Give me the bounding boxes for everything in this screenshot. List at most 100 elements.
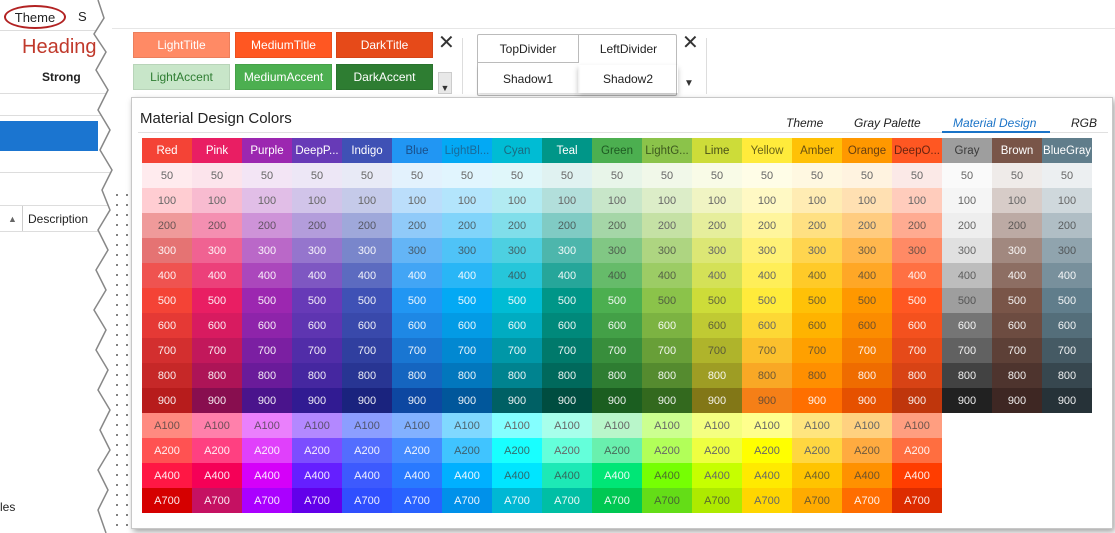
color-swatch[interactable]: 300 — [242, 238, 292, 263]
top-divider-item[interactable]: TopDivider — [478, 35, 578, 63]
color-swatch[interactable]: A700 — [842, 488, 892, 513]
color-header[interactable]: Yellow — [742, 138, 792, 163]
color-swatch[interactable]: 900 — [392, 388, 442, 413]
color-swatch[interactable]: 200 — [792, 213, 842, 238]
color-swatch[interactable]: 300 — [492, 238, 542, 263]
tab-theme[interactable]: Theme — [4, 5, 66, 29]
color-swatch[interactable]: 900 — [292, 388, 342, 413]
color-swatch[interactable]: 700 — [1042, 338, 1092, 363]
color-swatch[interactable]: 200 — [992, 213, 1042, 238]
color-swatch[interactable]: 700 — [992, 338, 1042, 363]
color-swatch[interactable]: 200 — [842, 213, 892, 238]
color-swatch[interactable]: 500 — [342, 288, 392, 313]
color-swatch[interactable]: 200 — [142, 213, 192, 238]
color-swatch[interactable]: A100 — [392, 413, 442, 438]
color-swatch[interactable]: 700 — [792, 338, 842, 363]
color-swatch[interactable]: 700 — [692, 338, 742, 363]
color-swatch[interactable]: A100 — [842, 413, 892, 438]
color-swatch[interactable]: 900 — [1042, 388, 1092, 413]
color-swatch[interactable]: A100 — [892, 413, 942, 438]
color-swatch[interactable]: 100 — [892, 188, 942, 213]
color-header[interactable]: Teal — [542, 138, 592, 163]
color-swatch[interactable]: A100 — [692, 413, 742, 438]
color-swatch[interactable]: 600 — [492, 313, 542, 338]
color-swatch[interactable]: 900 — [792, 388, 842, 413]
color-swatch[interactable]: A700 — [892, 488, 942, 513]
color-swatch[interactable]: 600 — [142, 313, 192, 338]
color-swatch[interactable]: A200 — [742, 438, 792, 463]
color-swatch[interactable]: 700 — [492, 338, 542, 363]
color-swatch[interactable]: 600 — [592, 313, 642, 338]
tile-darktitle[interactable]: DarkTitle — [336, 32, 433, 58]
color-swatch[interactable]: 200 — [542, 213, 592, 238]
color-swatch[interactable]: 400 — [692, 263, 742, 288]
color-swatch[interactable]: 600 — [692, 313, 742, 338]
color-swatch[interactable]: 300 — [392, 238, 442, 263]
color-swatch[interactable]: 500 — [942, 288, 992, 313]
color-swatch[interactable]: 800 — [392, 363, 442, 388]
color-swatch[interactable]: 800 — [442, 363, 492, 388]
color-swatch[interactable]: 200 — [642, 213, 692, 238]
color-swatch[interactable]: A400 — [742, 463, 792, 488]
color-header[interactable]: LightG... — [642, 138, 692, 163]
color-swatch[interactable]: A200 — [642, 438, 692, 463]
color-swatch[interactable]: A400 — [442, 463, 492, 488]
color-swatch[interactable]: 200 — [442, 213, 492, 238]
color-swatch[interactable]: 200 — [692, 213, 742, 238]
color-swatch[interactable]: A400 — [592, 463, 642, 488]
tab-theme-palette[interactable]: Theme — [786, 116, 824, 130]
color-swatch[interactable]: 50 — [692, 163, 742, 188]
color-swatch[interactable]: 300 — [992, 238, 1042, 263]
color-swatch[interactable]: 900 — [992, 388, 1042, 413]
color-swatch[interactable]: 200 — [292, 213, 342, 238]
color-swatch[interactable]: A100 — [192, 413, 242, 438]
color-swatch[interactable]: 500 — [392, 288, 442, 313]
color-swatch[interactable]: 800 — [1042, 363, 1092, 388]
color-swatch[interactable]: 700 — [192, 338, 242, 363]
color-swatch[interactable]: 400 — [592, 263, 642, 288]
color-swatch[interactable]: A700 — [492, 488, 542, 513]
color-swatch[interactable]: 100 — [192, 188, 242, 213]
color-swatch[interactable]: 50 — [642, 163, 692, 188]
color-swatch[interactable]: A400 — [642, 463, 692, 488]
color-swatch[interactable]: A400 — [342, 463, 392, 488]
color-swatch[interactable]: A200 — [392, 438, 442, 463]
tab-material-design[interactable]: Material Design — [953, 116, 1037, 130]
color-swatch[interactable]: A200 — [792, 438, 842, 463]
color-swatch[interactable]: 100 — [642, 188, 692, 213]
color-swatch[interactable]: 900 — [192, 388, 242, 413]
color-swatch[interactable]: A700 — [642, 488, 692, 513]
color-swatch[interactable]: A100 — [342, 413, 392, 438]
color-swatch[interactable]: A200 — [192, 438, 242, 463]
color-swatch[interactable]: 600 — [342, 313, 392, 338]
color-swatch[interactable]: 100 — [1042, 188, 1092, 213]
color-swatch[interactable]: 800 — [842, 363, 892, 388]
color-swatch[interactable]: 300 — [842, 238, 892, 263]
color-swatch[interactable]: 800 — [692, 363, 742, 388]
color-swatch[interactable]: 800 — [292, 363, 342, 388]
color-swatch[interactable]: 700 — [642, 338, 692, 363]
color-swatch[interactable]: A700 — [442, 488, 492, 513]
color-swatch[interactable]: 600 — [842, 313, 892, 338]
color-header[interactable]: DeepO... — [892, 138, 942, 163]
color-swatch[interactable]: 200 — [1042, 213, 1092, 238]
color-swatch[interactable]: 50 — [1042, 163, 1092, 188]
color-swatch[interactable]: 300 — [542, 238, 592, 263]
color-swatch[interactable]: 700 — [592, 338, 642, 363]
color-swatch[interactable]: 500 — [642, 288, 692, 313]
color-swatch[interactable]: 400 — [942, 263, 992, 288]
color-swatch[interactable]: A100 — [642, 413, 692, 438]
color-swatch[interactable]: 50 — [442, 163, 492, 188]
color-swatch[interactable]: 700 — [242, 338, 292, 363]
color-swatch[interactable]: 50 — [992, 163, 1042, 188]
color-swatch[interactable]: 300 — [792, 238, 842, 263]
tab-rgb[interactable]: RGB — [1071, 116, 1098, 130]
color-swatch[interactable]: 900 — [842, 388, 892, 413]
color-swatch[interactable]: 100 — [592, 188, 642, 213]
color-swatch[interactable]: 100 — [492, 188, 542, 213]
color-swatch[interactable]: 500 — [792, 288, 842, 313]
color-swatch[interactable]: 600 — [442, 313, 492, 338]
color-swatch[interactable]: 100 — [392, 188, 442, 213]
color-swatch[interactable]: 50 — [492, 163, 542, 188]
color-swatch[interactable]: A700 — [742, 488, 792, 513]
